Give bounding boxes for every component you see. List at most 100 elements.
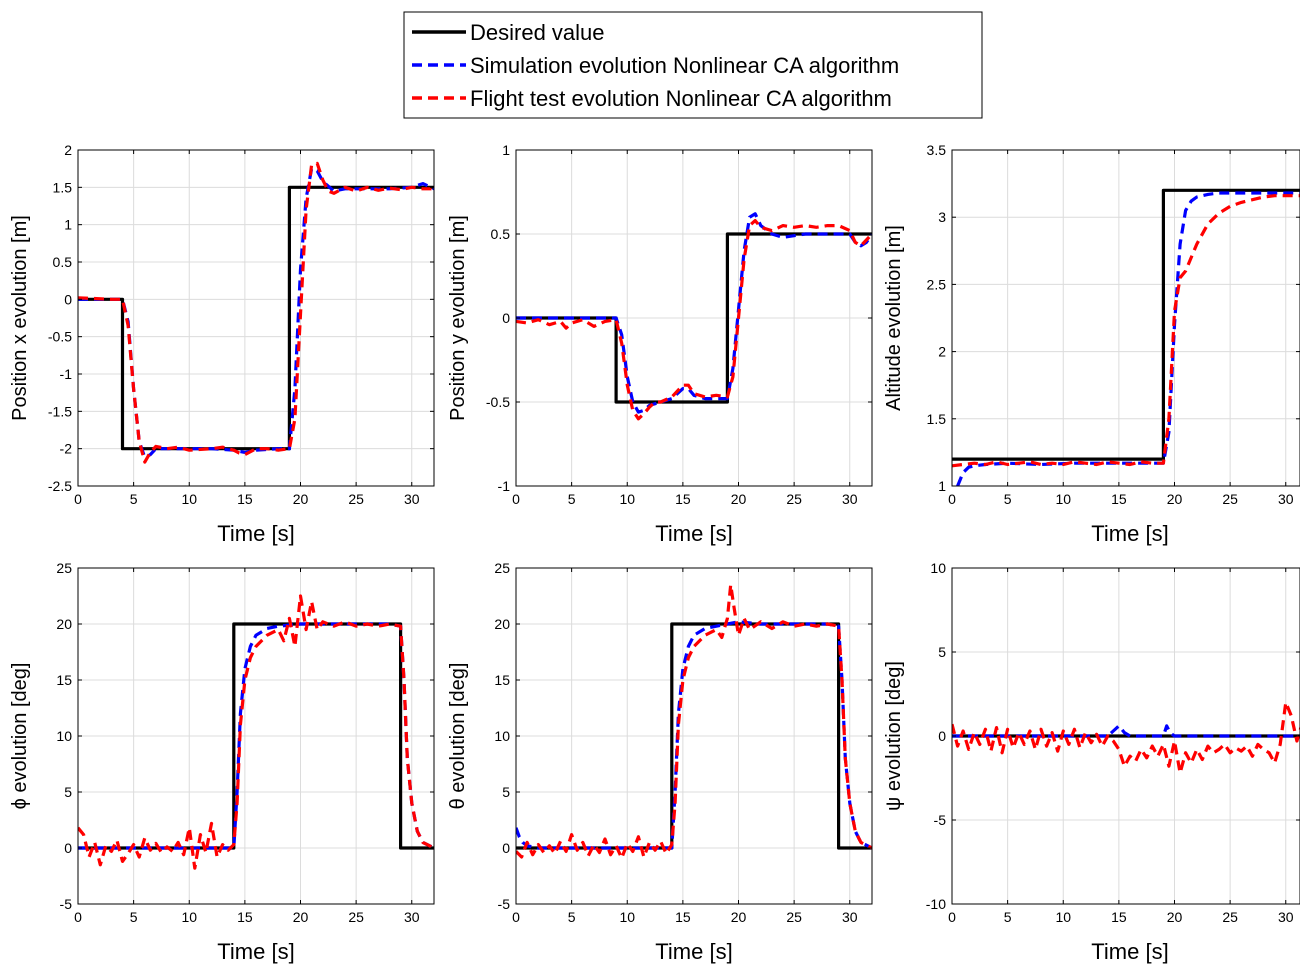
y-tick-label: -5 xyxy=(60,896,73,912)
y-tick-label: 20 xyxy=(494,616,510,632)
x-tick-label: 0 xyxy=(74,909,82,925)
x-tick-label: 5 xyxy=(568,491,576,507)
y-axis-label: ϕ evolution [deg] xyxy=(9,663,31,810)
y-tick-label: -5 xyxy=(934,812,947,828)
y-tick-label: 15 xyxy=(494,672,510,688)
x-tick-label: 0 xyxy=(512,909,520,925)
x-tick-label: 20 xyxy=(1167,909,1183,925)
x-tick-label: 15 xyxy=(675,491,691,507)
y-tick-label: -1.5 xyxy=(48,403,72,419)
y-tick-label: 0 xyxy=(502,310,510,326)
y-tick-label: 10 xyxy=(56,728,72,744)
legend-box xyxy=(403,11,983,119)
y-tick-label: -10 xyxy=(926,896,946,912)
x-tick-label: 15 xyxy=(237,909,253,925)
x-axis-label: Time [s] xyxy=(217,521,294,546)
x-tick-label: 10 xyxy=(1055,491,1071,507)
series-group xyxy=(952,700,1300,775)
x-tick-label: 20 xyxy=(293,491,309,507)
y-tick-label: -0.5 xyxy=(486,394,510,410)
flight-test-line xyxy=(78,594,434,870)
x-tick-label: 15 xyxy=(675,909,691,925)
flight-test-line xyxy=(516,219,872,421)
y-tick-label: 5 xyxy=(502,784,510,800)
x-tick-label: 10 xyxy=(181,909,197,925)
x-tick-label: 10 xyxy=(619,909,635,925)
x-tick-label: 30 xyxy=(842,491,858,507)
x-tick-label: 10 xyxy=(1055,909,1071,925)
y-tick-label: 2 xyxy=(938,344,946,360)
y-tick-label: -5 xyxy=(498,896,511,912)
y-axis-label: ψ evolution [deg] xyxy=(883,661,905,811)
x-tick-label: 25 xyxy=(786,909,802,925)
y-axis-label: Position y evolution [m] xyxy=(447,215,469,421)
x-tick-label: 0 xyxy=(74,491,82,507)
series-group xyxy=(516,212,872,421)
y-tick-label: -1 xyxy=(498,478,511,494)
y-tick-label: 3.5 xyxy=(927,142,947,158)
x-tick-label: 20 xyxy=(293,909,309,925)
x-tick-label: 5 xyxy=(568,909,576,925)
x-tick-label: 30 xyxy=(404,909,420,925)
y-tick-label: -2.5 xyxy=(48,478,72,494)
y-tick-label: 0 xyxy=(938,728,946,744)
x-axis-label: Time [s] xyxy=(655,521,732,546)
x-tick-label: 5 xyxy=(1004,491,1012,507)
legend-label-simulation: Simulation evolution Nonlinear CA algori… xyxy=(470,53,899,78)
flight-test-line xyxy=(952,700,1300,775)
y-tick-label: 20 xyxy=(56,616,72,632)
flight-test-line xyxy=(516,583,872,860)
x-axis-label: Time [s] xyxy=(217,939,294,964)
x-tick-label: 30 xyxy=(1278,909,1294,925)
y-tick-label: 25 xyxy=(56,560,72,576)
x-tick-label: 25 xyxy=(1222,491,1238,507)
x-tick-label: 25 xyxy=(348,491,364,507)
y-tick-label: 1 xyxy=(938,478,946,494)
subplots: 0 5 10 15 20 25 30-2.5-2-1.5-1-0.500.511.52Tim… xyxy=(9,142,1300,964)
flight-test-line xyxy=(78,161,434,464)
x-tick-label: 25 xyxy=(348,909,364,925)
x-tick-label: 5 xyxy=(1004,909,1012,925)
x-tick-label: 15 xyxy=(1111,491,1127,507)
y-axis-label: θ evolution [deg] xyxy=(447,663,469,810)
flight-test-line xyxy=(952,194,1300,468)
x-tick-label: 0 xyxy=(948,491,956,507)
simulation-line xyxy=(956,191,1300,486)
legend-label-flight-test: Flight test evolution Nonlinear CA algor… xyxy=(470,86,892,111)
series-group xyxy=(78,161,434,464)
desired-value-line xyxy=(952,188,1300,461)
x-axis-label: Time [s] xyxy=(655,939,732,964)
x-tick-label: 20 xyxy=(731,491,747,507)
y-tick-label: 2 xyxy=(64,142,72,158)
x-tick-label: 0 xyxy=(948,909,956,925)
y-tick-label: 10 xyxy=(494,728,510,744)
y-tick-label: 0 xyxy=(64,840,72,856)
legend: Desired value Simulation evolution Nonli… xyxy=(403,11,983,119)
y-tick-label: 1 xyxy=(64,217,72,233)
y-tick-label: 0 xyxy=(502,840,510,856)
subplot-3: 0 5 10 15 20 25 30 1 1.5 2 2.5 3 3.5 Time [s] Altitude… xyxy=(883,142,1300,546)
x-tick-label: 30 xyxy=(404,491,420,507)
y-tick-label: 5 xyxy=(938,644,946,660)
series-group xyxy=(78,594,434,870)
x-tick-label: 25 xyxy=(786,491,802,507)
series-group xyxy=(516,583,872,860)
y-tick-label: 25 xyxy=(494,560,510,576)
x-axis-label: Time [s] xyxy=(1091,939,1168,964)
x-tick-label: 30 xyxy=(842,909,858,925)
subplot-1: 0 5 10 15 20 25 30 -2.5 -2 -1.5 -1 -0.5 0 0.5 1 1.5 2 Tim… xyxy=(9,142,435,546)
x-tick-label: 5 xyxy=(130,909,138,925)
y-tick-label: 0 xyxy=(64,291,72,307)
y-tick-label: -1 xyxy=(60,366,73,382)
subplot-2: 0 5 10 15 20 25 30 -1 -0.5 0 0.5 1 Time [s] Position … xyxy=(447,142,873,546)
x-axis-label: Time [s] xyxy=(1091,521,1168,546)
y-tick-label: 1 xyxy=(502,142,510,158)
x-tick-label: 10 xyxy=(181,491,197,507)
axes-box xyxy=(951,149,1300,487)
y-tick-label: 2.5 xyxy=(927,276,947,292)
y-tick-label: 1.5 xyxy=(927,411,947,427)
x-tick-label: 20 xyxy=(1167,491,1183,507)
x-tick-label: 25 xyxy=(1222,909,1238,925)
y-tick-label: 10 xyxy=(930,560,946,576)
